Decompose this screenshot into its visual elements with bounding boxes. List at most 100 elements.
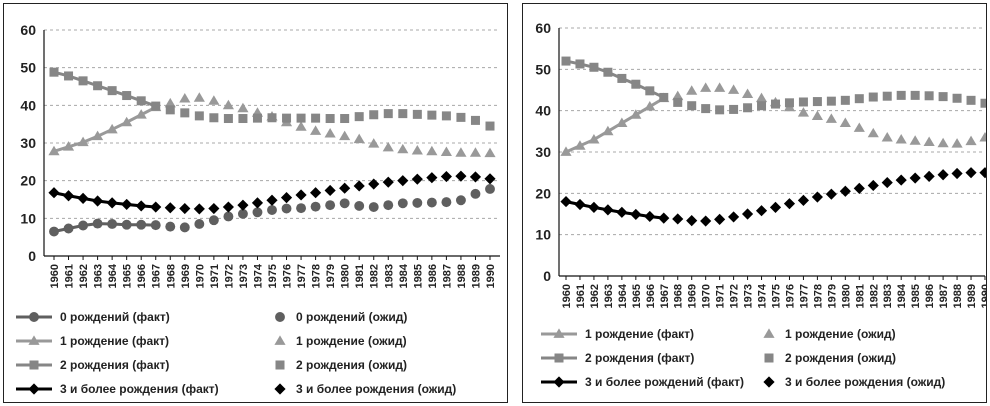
right-xtick-1986: 1986: [924, 284, 936, 308]
left-series-0-point-1964: [107, 219, 118, 229]
right-series-4-point-1967: [658, 212, 670, 224]
left-series-2-point-1963: [92, 130, 104, 141]
right-xtick-1983: 1983: [882, 284, 894, 308]
right-series-3-point-1976: [784, 98, 794, 108]
left-xtick-1988: 1988: [456, 264, 468, 288]
right-legend-marker-2: [554, 353, 564, 363]
right-series-2-point-1964: [617, 73, 627, 83]
left-xtick-1968: 1968: [165, 264, 177, 288]
right-series-1-point-1989: [965, 135, 977, 146]
right-xtick-1981: 1981: [854, 284, 866, 308]
right-series-5-point-1983: [881, 177, 893, 189]
left-series-7-point-1984: [397, 175, 409, 187]
right-series-3-point-1984: [896, 90, 906, 100]
left-series-2-point-1960: [48, 145, 60, 156]
left-legend-label-3: 1 рождение (ожид): [296, 334, 407, 348]
left-series-1-point-1982: [368, 202, 379, 212]
left-series-1-point-1989: [470, 188, 481, 199]
left-xtick-1975: 1975: [267, 264, 279, 288]
right-ytick-50: 50: [535, 61, 551, 77]
left-xtick-1967: 1967: [151, 264, 163, 288]
left-series-3-point-1968: [164, 97, 176, 108]
left-series-3-point-1972: [222, 99, 234, 110]
left-series-1-point-1975: [267, 205, 277, 215]
right-series-5-point-1973: [741, 208, 754, 220]
right-xtick-1990: 1990: [980, 284, 986, 308]
left-xtick-1964: 1964: [107, 263, 119, 288]
right-series-2-point-1960: [561, 56, 571, 66]
left-xtick-1977: 1977: [296, 264, 308, 288]
right-ytick-40: 40: [535, 103, 551, 119]
left-series-0-point-1963: [92, 218, 103, 229]
left-legend-marker-1: [275, 312, 285, 322]
right-legend-label-5: 3 и более рождения (ожид): [785, 375, 945, 389]
right-series-3-point-1968: [673, 97, 683, 107]
right-series-1-point-1973: [741, 88, 754, 99]
right-legend-label-2: 2 рождения (факт): [585, 351, 694, 365]
left-series-4-point-1962: [78, 76, 88, 86]
left-series-3-point-1980: [339, 130, 351, 141]
right-ytick-60: 60: [535, 20, 551, 36]
right-series-3-point-1977: [798, 97, 808, 107]
right-series-1-point-1968: [672, 90, 684, 101]
left-ytick-20: 20: [20, 173, 36, 189]
left-series-6-point-1964: [106, 197, 118, 209]
right-xtick-1988: 1988: [952, 284, 964, 308]
right-series-3-point-1980: [840, 95, 850, 105]
right-series-1-point-1990: [979, 131, 986, 142]
left-series-7-point-1990: [484, 173, 496, 185]
right-series-3-point-1982: [868, 92, 878, 102]
chart-panel-right: 0 10 20 30 40 50 60 1960 1961 1962 1963 1964 1965 196…: [522, 3, 987, 403]
left-series-1-point-1985: [412, 197, 423, 208]
left-ytick-50: 50: [20, 60, 36, 76]
right-series-5-point-1972: [728, 211, 740, 223]
left-series-1-point-1988: [455, 195, 466, 206]
right-series-3-point-1979: [826, 96, 836, 106]
left-series-4-point-1965: [122, 91, 132, 101]
left-series-0-point-1962: [78, 220, 89, 231]
left-xtick-1976: 1976: [282, 264, 294, 288]
right-series-3-point-1985: [910, 90, 920, 100]
left-legend-marker-6: [28, 383, 40, 395]
left-series-5-point-1982: [369, 110, 379, 120]
left-series-4: [49, 67, 161, 111]
left-series-7-point-1971: [208, 202, 220, 215]
left-series-1-point-1978: [310, 201, 321, 212]
right-ytick-20: 20: [535, 185, 551, 201]
right-series-1-point-1970: [700, 82, 712, 92]
right-series-3-point-1978: [812, 97, 822, 107]
right-legend-item-4: 3 и более рождений (факт): [541, 375, 744, 389]
left-series-3-point-1984: [397, 143, 409, 154]
right-series-3-point-1975: [771, 99, 780, 109]
right-series-0-point-1960: [560, 146, 572, 156]
right-xtick-1970: 1970: [701, 284, 713, 308]
left-series-4-point-1964: [107, 86, 117, 96]
right-series-1-point-1981: [853, 122, 865, 132]
left-series-7: [164, 170, 496, 215]
left-series-5-point-1980: [340, 114, 350, 124]
left-series-7-point-1983: [382, 176, 394, 188]
left-series-5-point-1973: [238, 114, 248, 124]
right-legend-item-1: 1 рождение (ожид): [763, 327, 896, 341]
left-series-5-point-1981: [354, 112, 364, 122]
left-series-0-point-1966: [136, 219, 147, 230]
left-xtick-1987: 1987: [441, 264, 453, 288]
right-series-4-point-1960: [560, 196, 572, 208]
right-xtick-1974: 1974: [757, 283, 769, 308]
left-series-3-point-1977: [295, 121, 307, 131]
right-series-5-point-1980: [839, 185, 851, 197]
left-series-5-point-1974: [252, 113, 262, 123]
left-series-1-point-1987: [441, 197, 452, 208]
left-series-7-point-1978: [310, 187, 322, 199]
left-legend-item-2: 1 рождение (факт): [16, 334, 169, 348]
left-series-3-point-1979: [324, 128, 336, 138]
right-series-5-point-1989: [965, 167, 977, 179]
right-legend-label-4: 3 и более рождений (факт): [585, 375, 744, 389]
right-xtick-1967: 1967: [659, 284, 671, 308]
left-legend-marker-7: [274, 383, 286, 395]
left-series-6-point-1961: [62, 190, 75, 202]
left-ytick-0: 0: [28, 248, 36, 264]
left-legend-label-0: 0 рождений (факт): [60, 310, 170, 324]
left-series-6-point-1965: [121, 198, 133, 210]
